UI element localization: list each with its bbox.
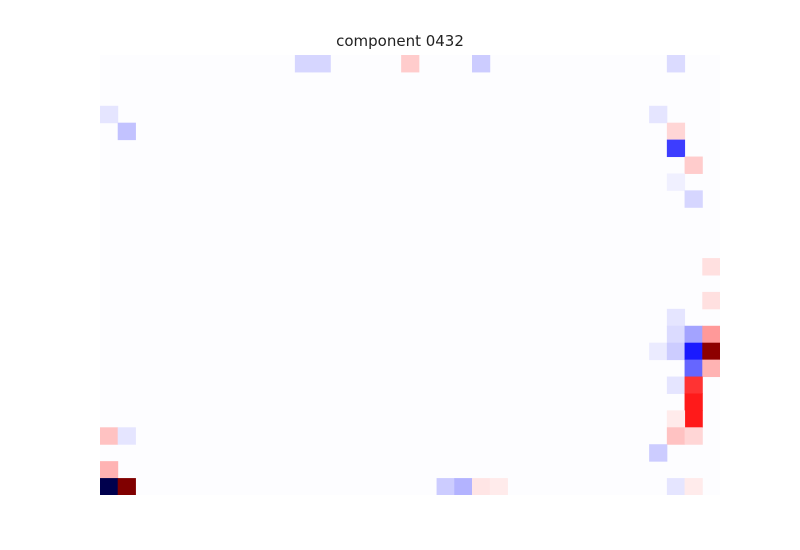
heatmap-cell: [702, 343, 720, 360]
heatmap-cell: [685, 410, 703, 427]
heatmap-background: [100, 55, 720, 495]
heatmap-cell: [667, 55, 685, 72]
heatmap-cell: [685, 190, 703, 207]
heatmap-cell: [667, 427, 685, 444]
heatmap-cell: [100, 427, 118, 444]
heatmap-cell: [667, 140, 685, 157]
heatmap-cell: [667, 173, 685, 190]
heatmap-cell: [401, 55, 419, 72]
heatmap-cell: [118, 478, 136, 495]
heatmap-cell: [667, 410, 685, 427]
heatmap-cell: [649, 444, 667, 461]
heatmap-cell: [649, 106, 667, 123]
heatmap-plot: [100, 55, 720, 495]
heatmap-cell: [100, 106, 118, 123]
heatmap-cell: [667, 478, 685, 495]
heatmap-cell: [667, 123, 685, 140]
heatmap-cell: [685, 393, 703, 410]
heatmap-cell: [472, 478, 490, 495]
heatmap-cell: [685, 377, 703, 394]
heatmap-cell: [667, 309, 685, 326]
heatmap-cell: [649, 343, 667, 360]
heatmap-cell: [685, 478, 703, 495]
heatmap-cell: [702, 360, 720, 377]
chart-title: component 0432: [0, 32, 800, 50]
heatmap-cell: [118, 427, 136, 444]
heatmap-cell: [702, 326, 720, 343]
heatmap-cell: [685, 326, 703, 343]
heatmap-cell: [118, 123, 136, 140]
heatmap-cell: [437, 478, 455, 495]
heatmap-cell: [313, 55, 331, 72]
heatmap-cell: [295, 55, 313, 72]
heatmap-cell: [454, 478, 472, 495]
heatmap-cell: [685, 427, 703, 444]
heatmap-cell: [702, 258, 720, 275]
heatmap-cell: [685, 157, 703, 174]
heatmap-cell: [490, 478, 508, 495]
heatmap-cell: [667, 377, 685, 394]
heatmap-cell: [702, 292, 720, 309]
heatmap-cell: [685, 343, 703, 360]
heatmap-cell: [100, 478, 118, 495]
heatmap-cell: [100, 461, 118, 478]
heatmap-cell: [667, 343, 685, 360]
heatmap-cell: [667, 326, 685, 343]
heatmap-cell: [472, 55, 490, 72]
heatmap-cell: [685, 360, 703, 377]
